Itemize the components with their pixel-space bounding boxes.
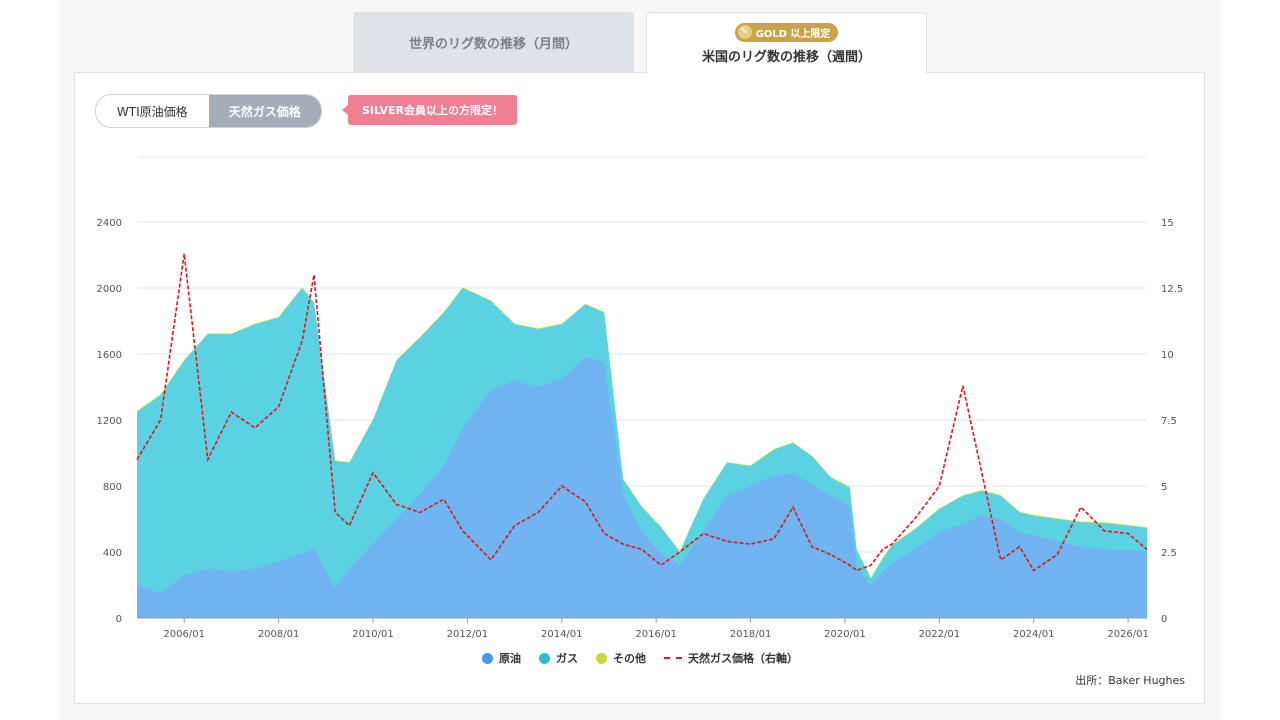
legend-item-gas[interactable]: ガス (539, 650, 578, 666)
y-right-tick-label: 0 (1161, 614, 1167, 625)
y-right-tick-label: 5 (1161, 482, 1167, 493)
legend-label: ガス (556, 652, 578, 665)
axes: 0 0 400 2.5 800 5 1200 7.5 1600 10 2000 12.5 2400 15 2… (97, 218, 1184, 640)
gold-badge: ✎ GOLD 以上限定 (734, 22, 839, 42)
y-left-tick-label: 400 (103, 548, 122, 559)
y-left-tick-label: 2000 (97, 284, 122, 295)
oil-dot-icon (482, 652, 493, 664)
y-right-tick-label: 12.5 (1161, 284, 1183, 295)
y-right-tick-label: 7.5 (1161, 416, 1177, 427)
legend-label: その他 (613, 652, 646, 665)
x-tick-label: 2020/01 (824, 629, 866, 640)
price-toggle: WTI原油価格 天然ガス価格 (95, 94, 322, 128)
legend-label: 天然ガス価格（右軸） (688, 652, 798, 665)
x-tick-label: 2026/01 (1107, 629, 1149, 640)
x-tick-label: 2018/01 (730, 629, 772, 640)
source-note: 出所：Baker Hughes (1075, 674, 1185, 687)
y-left-tick-label: 2400 (97, 218, 122, 229)
price-line-series (136, 253, 1148, 572)
y-left-tick-label: 800 (103, 482, 122, 493)
area-oil (137, 357, 1147, 618)
x-tick-label: 2016/01 (635, 629, 677, 640)
tab-label: 米国のリグ数の推移（週間） (701, 49, 871, 65)
gas-price-line (136, 253, 1148, 572)
tab-world-rig-count[interactable]: 世界のリグ数の推移（月間） (353, 12, 634, 72)
y-right-tick-label: 2.5 (1161, 548, 1177, 559)
legend-item-gas-price[interactable]: 天然ガス価格（右軸） (664, 650, 798, 666)
area-series (137, 287, 1147, 618)
x-tick-label: 2010/01 (352, 629, 394, 640)
dashed-line-icon (664, 657, 682, 659)
y-right-tick-label: 15 (1161, 218, 1174, 229)
toggle-option-wti[interactable]: WTI原油価格 (116, 104, 188, 119)
legend: 原油 ガス その他 天然ガス価格（右軸） (0, 650, 1280, 666)
legend-item-other[interactable]: その他 (596, 650, 646, 666)
tab-us-rig-count[interactable]: ✎ GOLD 以上限定 米国のリグ数の推移（週間） (646, 12, 927, 74)
other-dot-icon (596, 652, 607, 664)
x-tick-label: 2022/01 (919, 629, 961, 640)
y-right-tick-label: 10 (1161, 350, 1174, 361)
x-tick-label: 2006/01 (163, 629, 205, 640)
y-left-tick-label: 1200 (97, 416, 122, 427)
x-tick-label: 2012/01 (447, 629, 489, 640)
tab-label: 世界のリグ数の推移（月間） (408, 36, 578, 52)
y-left-tick-label: 0 (116, 614, 122, 625)
legend-item-oil[interactable]: 原油 (482, 650, 521, 666)
legend-label: 原油 (499, 652, 521, 665)
x-tick-label: 2008/01 (258, 629, 300, 640)
silver-members-badge: SILVER会員以上の方限定！ (341, 95, 518, 125)
y-left-tick-label: 1600 (97, 350, 122, 361)
gas-dot-icon (539, 652, 550, 664)
gold-medal-icon: ✎ (737, 25, 752, 39)
x-tick-label: 2024/01 (1013, 629, 1055, 640)
gold-badge-label: GOLD 以上限定 (755, 28, 831, 40)
toggle-option-natural-gas[interactable]: 天然ガス価格 (208, 95, 321, 127)
x-tick-label: 2014/01 (541, 629, 583, 640)
